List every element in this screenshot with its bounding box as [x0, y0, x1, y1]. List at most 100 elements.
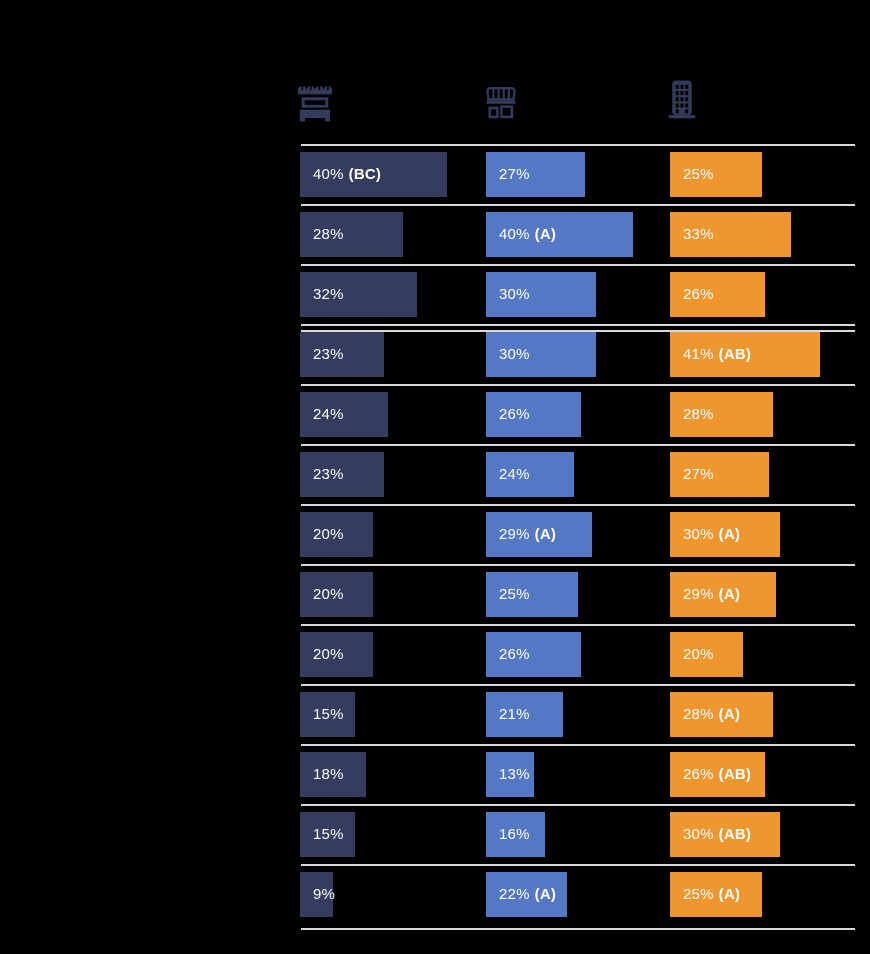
bar-value-label: 16%	[499, 826, 530, 843]
bar-value-label: 40%	[499, 226, 530, 243]
bar-value-label: 25%	[683, 166, 714, 183]
bar-market-stall: 23%	[300, 452, 384, 497]
significance-label: (A)	[718, 526, 741, 543]
bar-storefront: 24%	[486, 452, 574, 497]
row-separator	[301, 684, 855, 686]
bar-market-stall: 15%	[300, 692, 355, 737]
bar-office-building: 26%	[670, 272, 765, 317]
bar-value-label: 30%	[683, 826, 714, 843]
bar-value-label: 26%	[499, 406, 530, 423]
bar-storefront: 21%	[486, 692, 563, 737]
bar-value-label: 13%	[499, 766, 530, 783]
significance-label: (AB)	[718, 826, 752, 843]
bar-value-label: 28%	[683, 706, 714, 723]
significance-label: (AB)	[718, 766, 752, 783]
bar-market-stall: 18%	[300, 752, 366, 797]
bar-value-label: 27%	[683, 466, 714, 483]
bar-value-label: 23%	[313, 346, 344, 363]
bar-storefront: 30%	[486, 272, 596, 317]
bar-market-stall: 32%	[300, 272, 417, 317]
bar-value-label: 30%	[683, 526, 714, 543]
bar-office-building: 26% (AB)	[670, 752, 765, 797]
row-separator	[301, 204, 855, 206]
bar-value-label: 15%	[313, 826, 344, 843]
bar-office-building: 30% (A)	[670, 512, 780, 557]
row-separator	[301, 144, 855, 146]
bar-value-label: 33%	[683, 226, 714, 243]
bar-market-stall: 23%	[300, 332, 384, 377]
bar-storefront: 27%	[486, 152, 585, 197]
bar-office-building: 27%	[670, 452, 769, 497]
bar-office-building: 20%	[670, 632, 743, 677]
bar-value-label: 20%	[683, 646, 714, 663]
bar-value-label: 30%	[499, 286, 530, 303]
office-building-icon	[668, 80, 696, 119]
bar-storefront: 26%	[486, 632, 581, 677]
bar-market-stall: 20%	[300, 512, 373, 557]
row-separator	[301, 744, 855, 746]
bar-office-building: 41% (AB)	[670, 332, 820, 377]
market-stall-icon	[297, 85, 333, 122]
bar-value-label: 26%	[499, 646, 530, 663]
row-separator	[301, 444, 855, 446]
bar-value-label: 24%	[499, 466, 530, 483]
bar-value-label: 20%	[313, 646, 344, 663]
bar-market-stall: 28%	[300, 212, 403, 257]
significance-label: (A)	[534, 526, 557, 543]
bar-value-label: 32%	[313, 286, 344, 303]
bar-value-label: 30%	[499, 346, 530, 363]
bar-storefront: 22% (A)	[486, 872, 567, 917]
significance-label: (AB)	[718, 346, 752, 363]
significance-label: (A)	[534, 226, 557, 243]
row-separator	[301, 504, 855, 506]
bar-office-building: 33%	[670, 212, 791, 257]
bar-value-label: 41%	[683, 346, 714, 363]
row-separator	[301, 624, 855, 626]
bar-office-building: 25%	[670, 152, 762, 197]
bar-storefront: 25%	[486, 572, 578, 617]
row-separator	[301, 324, 855, 326]
row-separator	[301, 864, 855, 866]
chart-bottom-border	[301, 928, 855, 930]
storefront-icon	[486, 86, 516, 119]
bar-market-stall: 20%	[300, 572, 373, 617]
bar-storefront: 40% (A)	[486, 212, 633, 257]
bar-chart: 40% (BC) 27% 25% 28% 40% (A) 33% 32% 30% 26% 23% 30%…	[300, 144, 856, 938]
row-separator	[301, 804, 855, 806]
row-separator	[301, 264, 855, 266]
bar-storefront: 16%	[486, 812, 545, 857]
bar-value-label: 9%	[313, 886, 336, 903]
bar-value-label: 20%	[313, 586, 344, 603]
bar-value-label: 29%	[683, 586, 714, 603]
bar-market-stall: 24%	[300, 392, 388, 437]
bar-office-building: 28% (A)	[670, 692, 773, 737]
significance-label: (A)	[718, 706, 741, 723]
bar-office-building: 29% (A)	[670, 572, 776, 617]
significance-label: (A)	[718, 586, 741, 603]
bar-market-stall: 15%	[300, 812, 355, 857]
bar-value-label: 40%	[313, 166, 344, 183]
significance-label: (BC)	[348, 166, 382, 183]
bar-storefront: 26%	[486, 392, 581, 437]
bar-office-building: 28%	[670, 392, 773, 437]
row-separator	[301, 384, 855, 386]
bar-office-building: 25% (A)	[670, 872, 762, 917]
bar-market-stall: 20%	[300, 632, 373, 677]
bar-value-label: 27%	[499, 166, 530, 183]
bar-value-label: 18%	[313, 766, 344, 783]
bar-value-label: 25%	[499, 586, 530, 603]
bar-office-building: 30% (AB)	[670, 812, 780, 857]
bar-value-label: 28%	[313, 226, 344, 243]
bar-value-label: 25%	[683, 886, 714, 903]
bar-value-label: 29%	[499, 526, 530, 543]
bar-value-label: 28%	[683, 406, 714, 423]
bar-storefront: 30%	[486, 332, 596, 377]
bar-market-stall: 9%	[300, 872, 336, 917]
bar-value-label: 23%	[313, 466, 344, 483]
bar-value-label: 26%	[683, 286, 714, 303]
bar-value-label: 24%	[313, 406, 344, 423]
bar-storefront: 13%	[486, 752, 534, 797]
bar-market-stall: 40% (BC)	[300, 152, 447, 197]
bar-value-label: 22%	[499, 886, 530, 903]
